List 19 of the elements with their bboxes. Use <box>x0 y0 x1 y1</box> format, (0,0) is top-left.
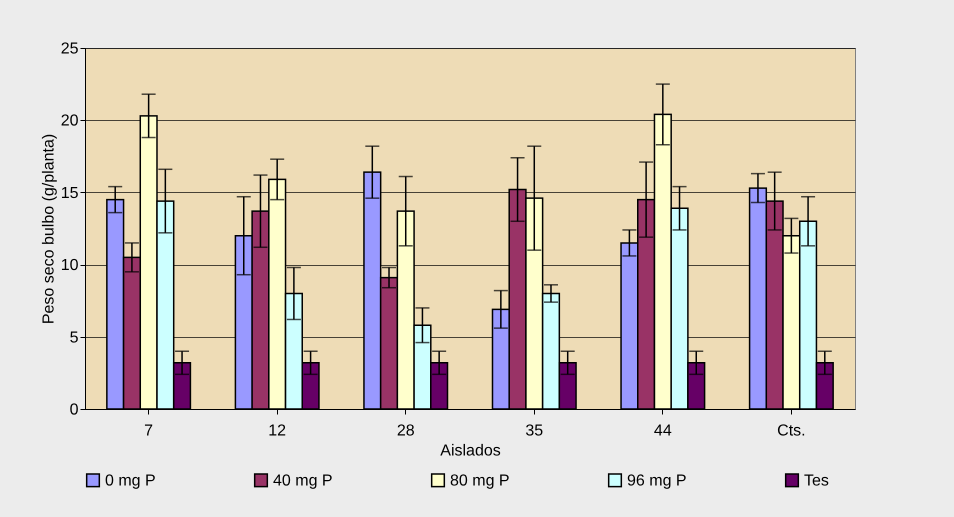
y-axis-title: Peso seco bulbo (g/planta) <box>40 134 58 324</box>
x-tick-label: 44 <box>654 422 672 440</box>
legend-label: 40 mg P <box>273 472 333 490</box>
x-tick-label: 28 <box>396 422 415 440</box>
y-tick-label: 0 <box>70 402 79 418</box>
y-tick-label: 20 <box>60 112 79 130</box>
y-tick-label: 15 <box>60 184 79 202</box>
legend-label: 96 mg P <box>627 472 687 490</box>
x-tick-label: 12 <box>268 422 286 440</box>
x-tick-label: Cts. <box>777 422 806 440</box>
legend-label: Tes <box>804 472 829 490</box>
legend-label: 0 mg P <box>105 472 156 490</box>
y-tick-label: 25 <box>60 40 79 58</box>
y-tick-label: 5 <box>70 329 79 346</box>
legend-label: 80 mg P <box>450 472 510 490</box>
x-tick-label: 35 <box>525 422 544 440</box>
x-tick-label: 7 <box>144 422 154 440</box>
y-tick-label: 10 <box>60 257 79 274</box>
x-axis-title: Aislados <box>440 442 501 460</box>
